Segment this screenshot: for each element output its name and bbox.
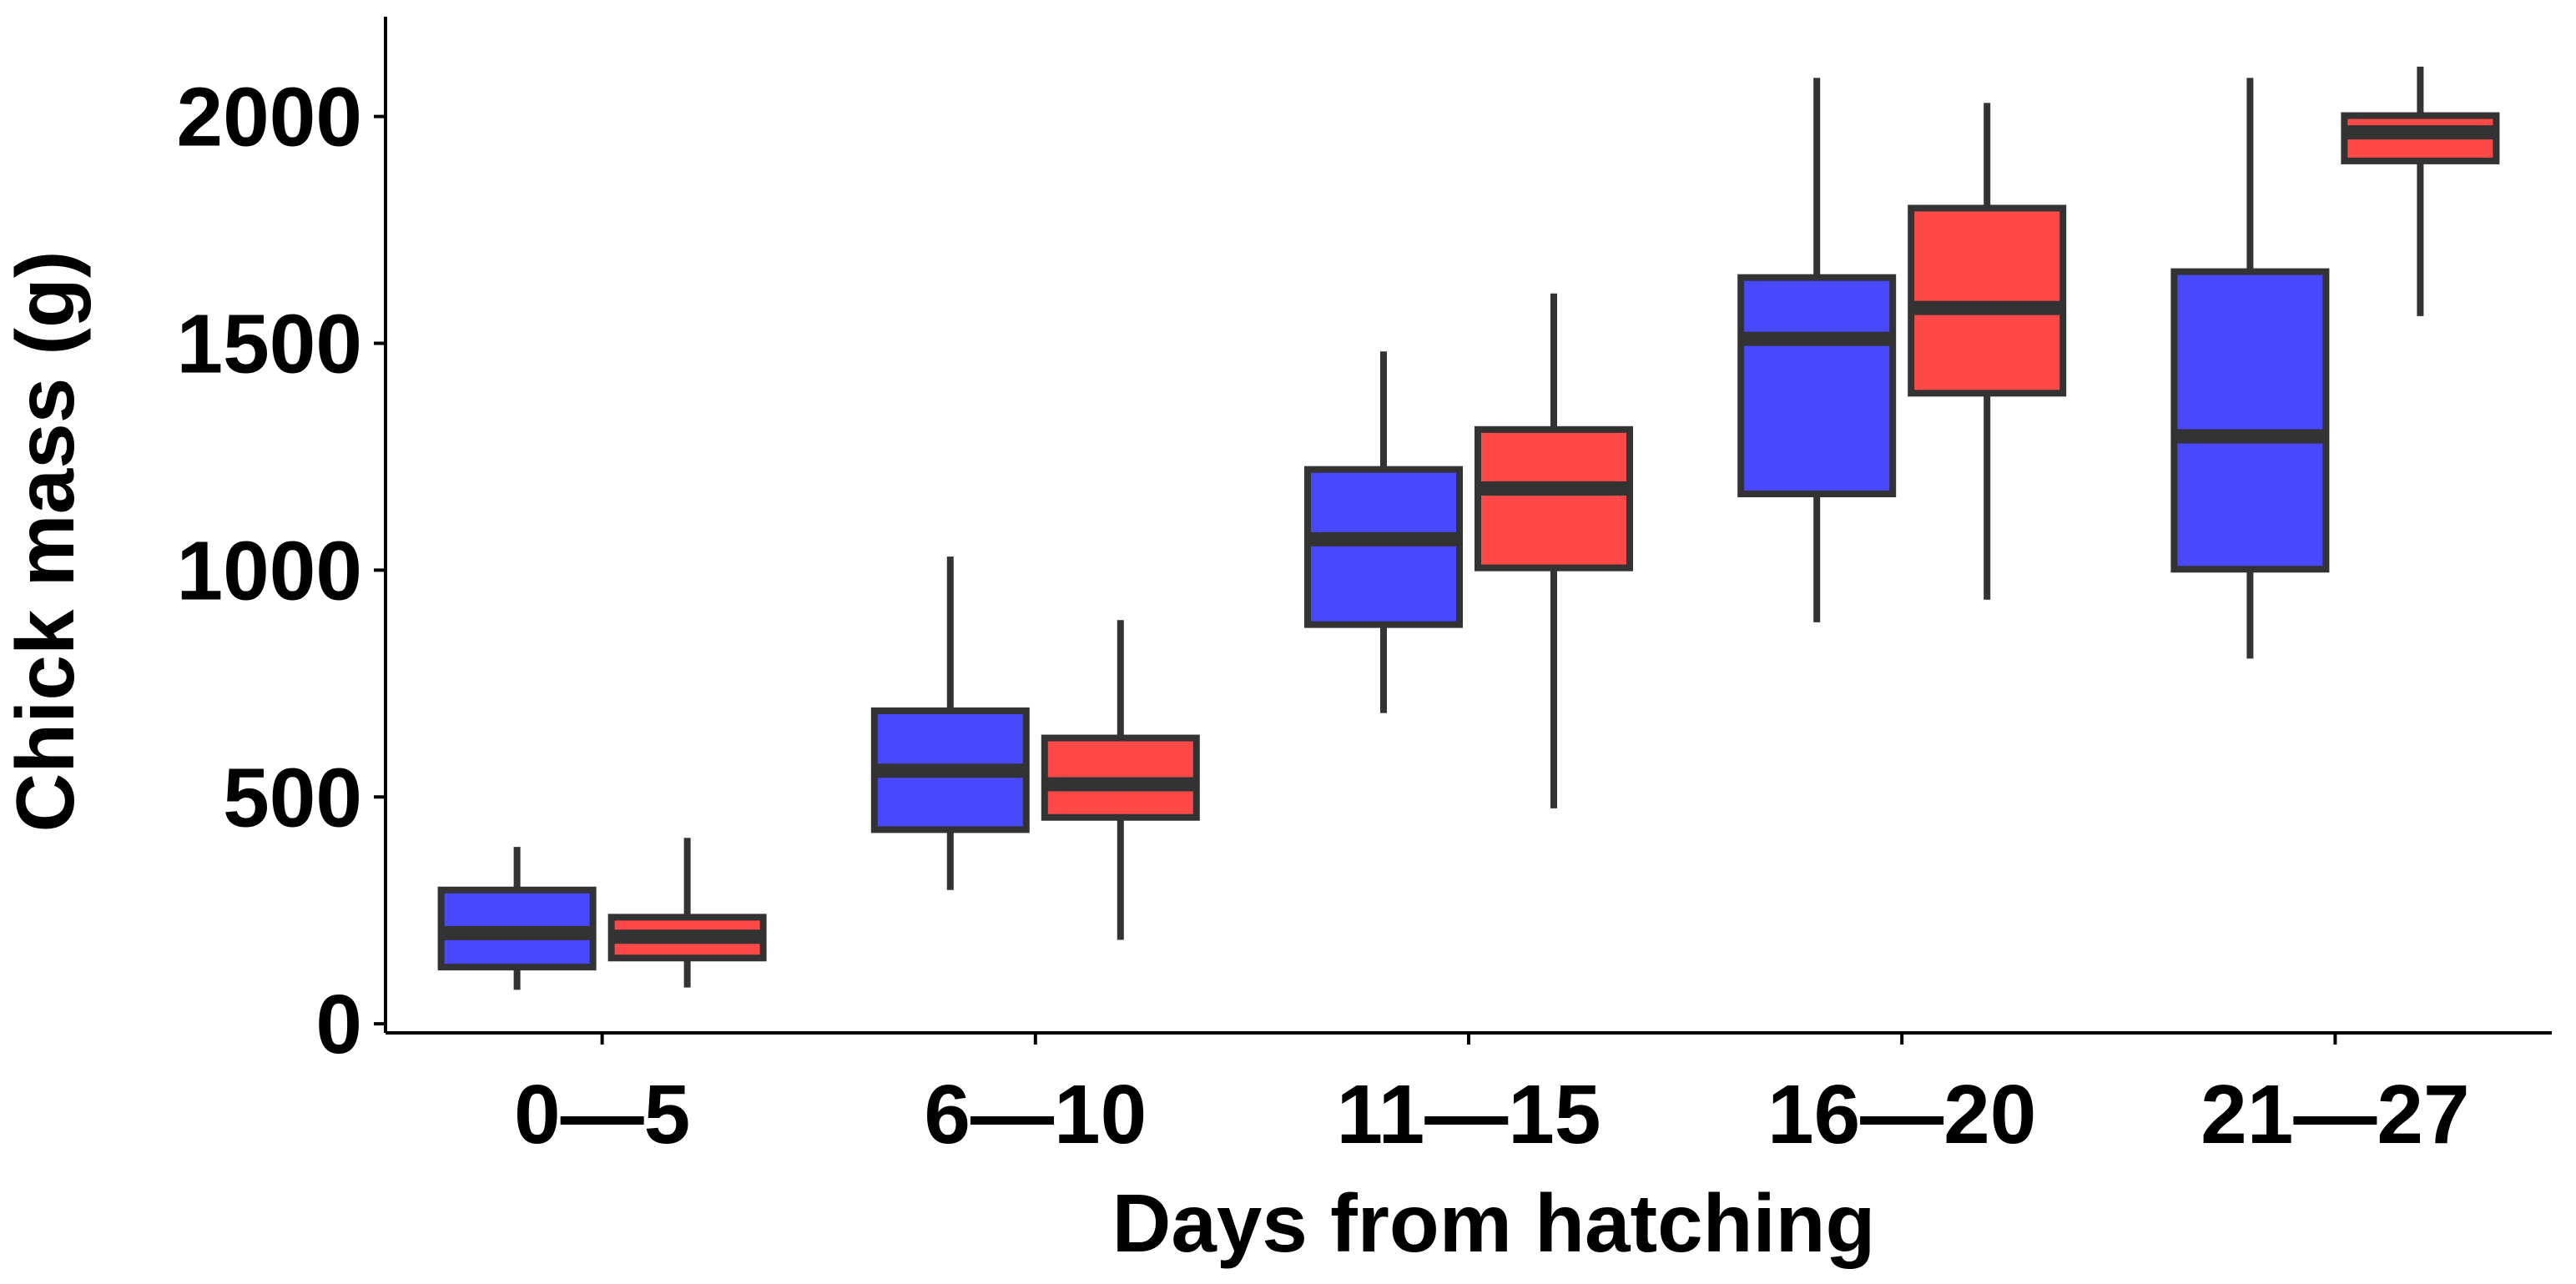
iqr-box [2170,268,2330,573]
y-tick-label: 1000 [177,524,362,617]
boxplot-red-1 [607,838,767,988]
iqr-box [1737,274,1897,498]
y-tick-label: 1500 [177,298,362,391]
x-tick-label: 6—10 [924,1068,1147,1161]
x-tick-label: 0—5 [514,1068,690,1161]
x-axis-title: Days from hatching [1112,1177,1876,1269]
y-tick-label: 2000 [177,71,362,164]
x-tick-label: 11—15 [1337,1068,1601,1161]
x-tick-label: 21—27 [2200,1068,2469,1161]
y-axis-title: Chick mass (g) [0,250,91,832]
y-tick-label: 0 [315,978,362,1071]
iqr-box [1475,425,1633,572]
boxplot-blue-4 [1737,78,1897,622]
y-axis-ticks: 0 500 1000 1500 2000 [177,71,386,1071]
plot-area [437,66,2500,990]
boxplot-blue-3 [1304,351,1463,713]
boxplot-red-3 [1475,293,1633,808]
x-axis-ticks: 0—5 6—10 11—15 16—20 21—27 [514,1033,2470,1161]
iqr-box [1908,204,2067,397]
boxplot-red-2 [1041,620,1200,940]
iqr-box [1304,466,1463,628]
boxplot-red-5 [2341,66,2500,316]
y-tick-label: 500 [223,751,362,844]
x-tick-label: 16—20 [1767,1068,2036,1161]
boxplot-blue-5 [2170,78,2330,659]
boxplot-red-4 [1908,103,2067,600]
boxplot-blue-2 [870,556,1030,890]
boxplot-blue-1 [437,847,597,990]
